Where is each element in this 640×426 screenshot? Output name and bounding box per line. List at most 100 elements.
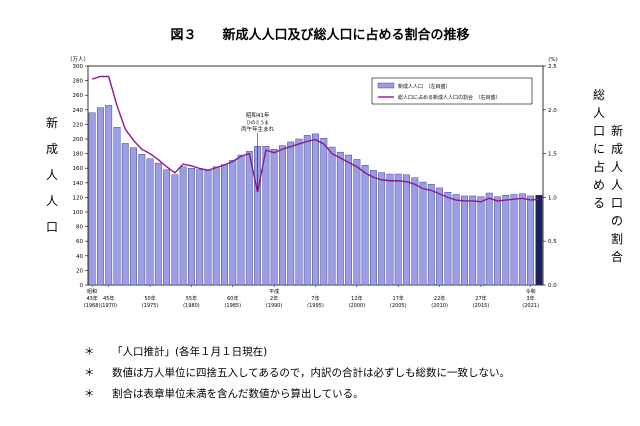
bar [154, 162, 162, 286]
ratio-line [91, 75, 539, 203]
bar [336, 151, 344, 286]
chart: 0 20 40 60 80 100 120 140 160 180 200 220 240 260 280 3… [67, 56, 558, 309]
left-tick-label: 100 [73, 210, 84, 216]
left-tick-label: 20 [76, 268, 83, 274]
bar [369, 170, 377, 286]
bar [345, 154, 353, 286]
bar [403, 174, 410, 286]
note-text: 数値は万人単位に四捨五入してあるので，内訳の合計は必ずしも総数に一致しない。 [112, 367, 510, 379]
right-tick-label: 0.5 [548, 239, 557, 245]
legend-bar-label: 新成人人口 （左目盛） [398, 83, 451, 90]
note-bullet: ＊ [84, 346, 95, 358]
bar [113, 127, 121, 286]
left-axis-vertical-label: 新成人人口 [45, 116, 58, 234]
left-tick-label: 280 [73, 79, 84, 85]
bar [427, 184, 435, 286]
bar [295, 138, 303, 286]
x-western-year-label: (2000) [349, 303, 366, 309]
right-tick-label: 1.5 [548, 152, 557, 158]
left-tick-label: 120 [73, 195, 84, 201]
bar [212, 166, 220, 286]
x-western-year-label: (2021) [522, 303, 539, 309]
notes: ＊ 「人口推計」(各年１月１日現在) ＊ 数値は万人単位に四捨五入してあるので，内訳… [84, 342, 510, 405]
x-western-year-label: (2010) [431, 303, 448, 309]
bar [394, 173, 402, 286]
right-tick-label: 1.0 [548, 195, 557, 201]
x-year-label: 12年 [351, 295, 362, 302]
bar [419, 181, 427, 286]
bar [196, 169, 204, 286]
x-year-label: 2年 [270, 295, 278, 302]
x-era-label: 平成 [269, 288, 279, 295]
note-2: ＊ 数値は万人単位に四捨五入してあるので，内訳の合計は必ずしも総数に一致しない。 [84, 363, 510, 384]
bar [452, 194, 460, 286]
note-1: ＊ 「人口推計」(各年１月１日現在) [84, 342, 510, 363]
x-western-year-label: (1970) [100, 303, 117, 309]
bar [328, 146, 336, 286]
bar [278, 145, 286, 286]
bar [518, 193, 526, 286]
bar [303, 135, 311, 286]
bar [444, 192, 452, 286]
right-tick-label: 2.5 [548, 64, 557, 70]
bar [320, 138, 328, 286]
x-western-year-label: (2015) [473, 303, 490, 309]
x-era-label: 令和 [526, 288, 536, 295]
bar [105, 105, 113, 286]
note-bullet: ＊ [84, 388, 95, 400]
bar [378, 172, 386, 286]
bar [245, 151, 253, 286]
x-western-year-label: (2005) [390, 303, 407, 309]
bar [527, 195, 535, 286]
bar [121, 143, 129, 286]
legend-bar-swatch [377, 82, 395, 89]
right-axis-vertical-label-line1: 総人口に占める [592, 88, 605, 210]
left-tick-label: 80 [76, 225, 83, 231]
bar [436, 187, 444, 286]
x-western-year-label: (1968) [84, 303, 101, 309]
x-year-label: 50年 [144, 295, 155, 302]
x-western-year-label: (1990) [266, 303, 283, 309]
left-tick-label: 160 [73, 166, 84, 172]
note-text: 割合は表章単位未満を含んだ数値から算出している。 [112, 388, 364, 400]
legend-line-label: 総人口に占める新成人人口の割合 （右目盛） [398, 94, 501, 101]
note-text: 「人口推計」(各年１月１日現在) [112, 346, 268, 358]
x-western-year-label: (1985) [224, 303, 241, 309]
bar [221, 164, 228, 286]
legend-box [371, 77, 533, 105]
bar [469, 195, 477, 286]
right-axis-vertical-label-line2: 新成人人口の割合 [610, 124, 623, 264]
bar [287, 141, 295, 286]
left-tick-label: 200 [73, 137, 84, 143]
left-tick-label: 60 [76, 239, 83, 245]
x-year-label: 45年 [103, 295, 114, 302]
x-year-label: 17年 [393, 295, 404, 302]
x-western-year-label: (1995) [307, 303, 324, 309]
left-tick-label: 40 [76, 254, 83, 260]
page-title: 図３ 新成人人口及び総人口に占める割合の推移 [170, 28, 470, 43]
x-year-label: 3年 [526, 295, 534, 302]
bar [204, 170, 212, 286]
right-tick-label: 0.0 [548, 283, 557, 289]
x-era-label: 昭和 [87, 288, 97, 295]
left-tick-label: 260 [73, 93, 84, 99]
left-tick-label: 240 [73, 108, 84, 114]
left-axis-unit: （万人） [67, 56, 89, 63]
bar [96, 107, 104, 286]
annotation-line3: 丙午年生まれ [241, 125, 275, 133]
x-year-label: 43年 [86, 295, 97, 302]
bar [477, 196, 485, 286]
bar [179, 166, 187, 286]
bar [237, 154, 245, 286]
bar [171, 174, 179, 286]
bar [386, 173, 394, 286]
left-tick-label: 140 [73, 181, 84, 187]
bar [262, 146, 270, 286]
x-western-year-label: (1980) [183, 303, 200, 309]
bar [494, 196, 501, 286]
bar [312, 133, 319, 286]
bar [353, 159, 361, 286]
x-year-label: 60年 [227, 295, 238, 302]
bar [130, 147, 137, 286]
right-axis-unit: (%) [548, 57, 558, 63]
